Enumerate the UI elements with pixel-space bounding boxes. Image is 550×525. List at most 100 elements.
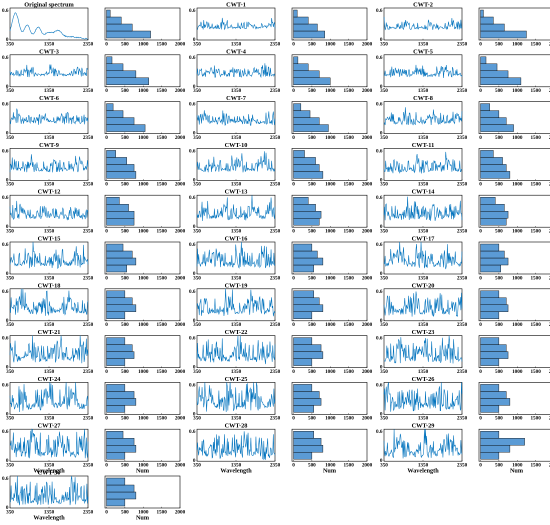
x-tick-label: 1000 [138,41,149,47]
y-tick-label: 0 [380,458,383,464]
spectrum-line [383,335,463,364]
x-tick-label: 0 [479,41,482,47]
y-tick-label: 0.6 [2,148,9,154]
x-tick-label: 1350 [418,135,429,141]
histogram-bar [106,384,126,392]
histogram-bar [106,452,126,460]
panel-title: CWT-28 [225,423,248,430]
histogram-bar [106,210,135,219]
x-tick-label: 1350 [44,88,55,94]
panel-title: CWT-18 [38,282,61,289]
x-tick-label: 1000 [138,369,149,375]
panel-title: CWT-6 [39,95,59,102]
x-tick-label: 2000 [362,182,373,188]
y-tick-label: 0 [6,411,9,417]
x-tick-label: 1500 [156,463,167,469]
x-tick-label: 1500 [343,322,354,328]
y-tick-label: 0.6 [376,148,383,154]
x-tick-label: 2000 [362,369,373,375]
histogram-bar [106,9,111,18]
x-tick-label: 350 [380,41,388,47]
x-tick-label: 2000 [175,41,186,47]
x-tick-label: 350 [193,182,201,188]
x-tick-label: 2000 [362,275,373,281]
x-tick-label: 350 [380,416,388,422]
x-tick-label: 1350 [231,41,242,47]
spectrum-line [9,108,89,125]
spectrum-frame [9,54,89,88]
x-tick-label: 1500 [156,88,167,94]
x-tick-label: 0 [292,463,295,469]
x-tick-label: 0 [479,416,482,422]
x-tick-label: 350 [193,229,201,235]
y-tick-label: 0.6 [189,195,196,201]
histogram-bar [106,344,133,352]
spectrum-frame [9,7,89,41]
y-tick-label: 0.6 [2,242,9,248]
x-tick-label: 0 [479,322,482,328]
x-tick-label: 2350 [457,135,468,141]
histogram-plot: 0 500 1000 1500 2000 [104,288,186,328]
histogram-bar [106,498,126,507]
x-tick-label: 1000 [512,88,523,94]
spectrum-line [9,335,89,364]
x-tick-label: 2000 [175,229,186,235]
histogram-bar [106,445,137,453]
y-tick-label: 0.6 [2,195,9,201]
x-tick-label: 2350 [83,463,94,469]
x-tick-label: 500 [495,463,503,469]
x-tick-label: 2350 [83,322,94,328]
x-tick-label: 1000 [512,135,523,141]
x-tick-label: 2000 [175,135,186,141]
histogram-bar [480,264,501,273]
histogram-plot: 0 500 1000 1500 2000 [104,54,186,94]
x-tick-label: 1000 [512,369,523,375]
x-tick-label: 2350 [457,416,468,422]
x-tick-label: 1350 [231,182,242,188]
panel-title: CWT-12 [38,189,61,196]
histogram-plot: 0 500 1000 1500 2000 [478,54,550,94]
x-tick-label: 1000 [325,229,336,235]
x-tick-label: 1350 [418,275,429,281]
histogram-bar [293,56,299,64]
histogram-bar [106,16,122,25]
histogram-bar [480,103,490,111]
panel-title: CWT-7 [226,95,246,102]
x-tick-label: 500 [121,135,129,141]
y-tick-label: 0 [193,271,196,277]
panel-title: CWT-2 [413,2,433,9]
x-tick-label: 1350 [231,322,242,328]
y-tick-label: 0 [193,37,196,43]
histogram-bar [106,150,116,158]
x-tick-label: 350 [6,229,14,235]
y-tick-label: 0.6 [2,289,9,295]
y-tick-label: 0 [6,458,9,464]
histogram-bar [293,290,314,298]
histogram-plot: 0 500 1000 1500 2000 [478,101,550,141]
histogram-bar [106,196,120,205]
panel-title: CWT-19 [225,282,248,289]
histogram-bar [293,398,322,406]
spectrum-line [9,64,89,78]
x-tick-label: 350 [193,463,201,469]
x-tick-label: 1350 [418,41,429,47]
x-tick-label: 500 [495,41,503,47]
y-tick-label: 0 [193,84,196,90]
x-tick-label: 500 [121,182,129,188]
spectrum-line [196,382,276,413]
x-tick-label: 1500 [156,41,167,47]
histogram-bar [106,290,126,298]
spectrum-line [196,151,276,173]
histogram-bar [480,452,500,460]
